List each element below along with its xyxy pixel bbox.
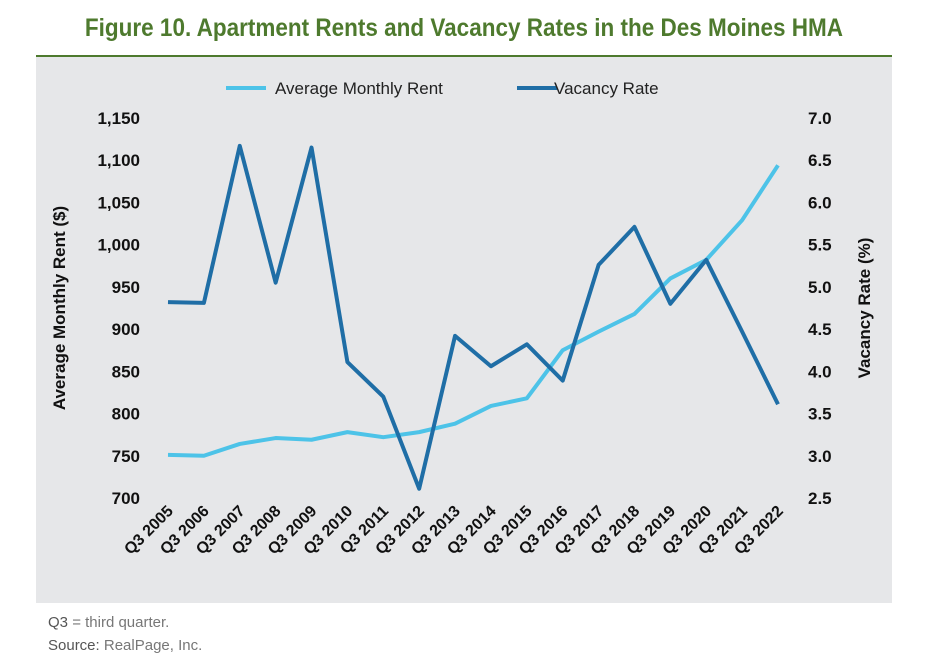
abbr-label: Q3 <box>48 614 69 631</box>
y2-tick-label: 7.0 <box>808 109 832 128</box>
title-rule <box>36 55 892 57</box>
footnote-source: Source: RealPage, Inc. <box>48 637 202 654</box>
y-tick-label: 1,000 <box>97 236 140 255</box>
y2-tick-label: 5.5 <box>808 236 832 255</box>
y-tick-label: 750 <box>112 447 140 466</box>
y2-tick-label: 6.5 <box>808 151 832 170</box>
y2-axis-label: Vacancy Rate (%) <box>855 238 874 379</box>
source-label: Source: <box>48 637 100 654</box>
y2-tick-label: 3.0 <box>808 447 832 466</box>
y-tick-label: 850 <box>112 362 140 381</box>
y2-tick-label: 2.5 <box>808 489 832 508</box>
y-tick-label: 1,100 <box>97 151 140 170</box>
y2-tick-label: 5.0 <box>808 278 832 297</box>
y-tick-label: 1,150 <box>97 109 140 128</box>
y-tick-label: 950 <box>112 278 140 297</box>
chart-panel <box>36 57 892 603</box>
y-tick-label: 900 <box>112 320 140 339</box>
y2-tick-label: 4.0 <box>808 362 832 381</box>
y-tick-label: 1,050 <box>97 193 140 212</box>
legend-label: Average Monthly Rent <box>275 79 443 98</box>
y2-tick-label: 3.5 <box>808 405 832 424</box>
footnote-abbr: Q3 = third quarter. <box>48 614 169 631</box>
legend-label: Vacancy Rate <box>554 79 659 98</box>
series-line-rent <box>167 164 780 458</box>
y2-tick-label: 4.5 <box>808 320 832 339</box>
chart-title: Figure 10. Apartment Rents and Vacancy R… <box>84 14 844 42</box>
y-tick-label: 800 <box>112 405 140 424</box>
y2-tick-label: 6.0 <box>808 193 832 212</box>
y-axis-label: Average Monthly Rent ($) <box>50 206 69 410</box>
abbr-text: = third quarter. <box>72 614 170 631</box>
source-text: RealPage, Inc. <box>103 637 203 654</box>
y-tick-label: 700 <box>112 489 140 508</box>
series-line-vacancy <box>167 143 780 491</box>
